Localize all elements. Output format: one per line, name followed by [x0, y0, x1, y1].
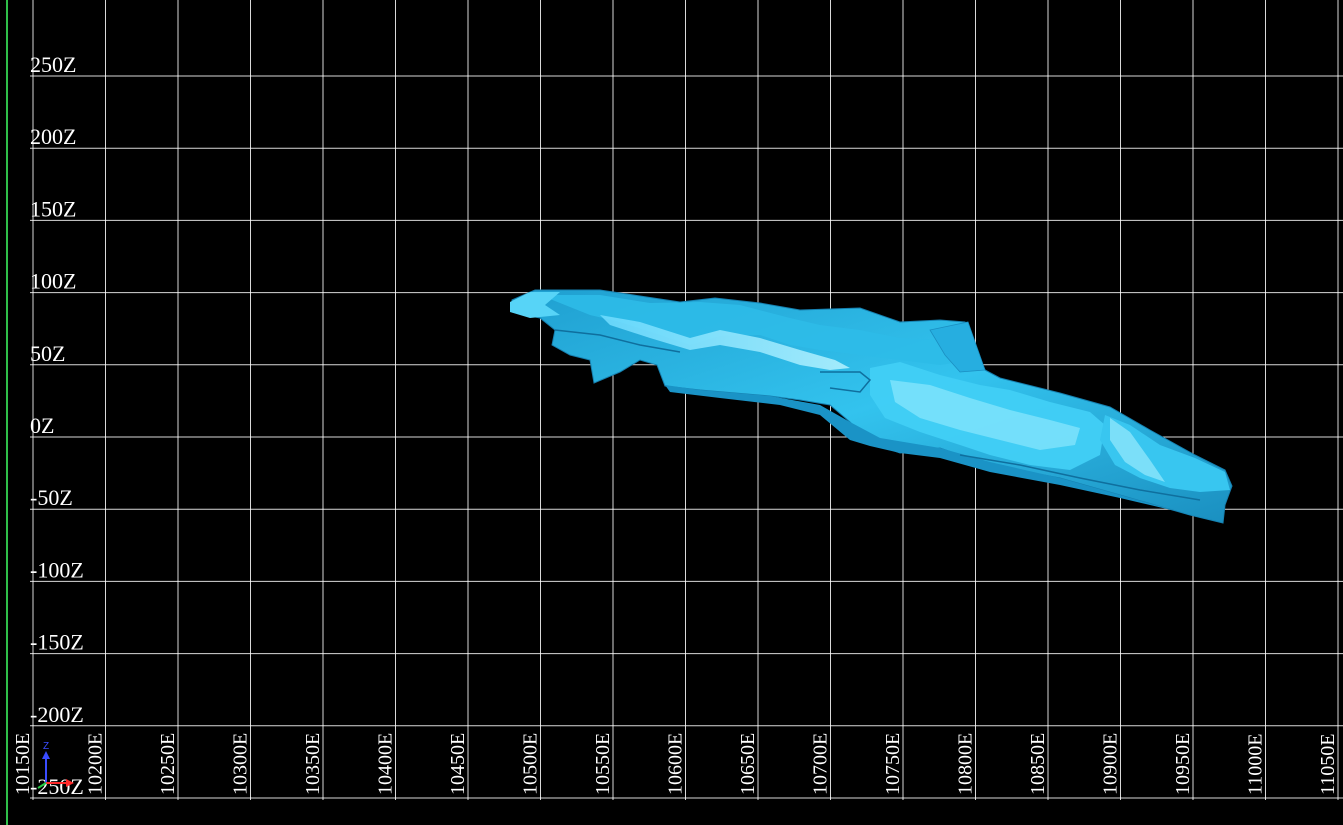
e-axis-label: 11050E — [1317, 734, 1339, 795]
z-axis-label: -50Z — [30, 485, 73, 510]
e-axis-label: 10950E — [1172, 733, 1194, 795]
orebody-seam — [820, 371, 872, 393]
orebody-spike — [929, 321, 986, 373]
e-axis-label: 10150E — [12, 733, 34, 795]
z-arrow-head-icon — [42, 751, 50, 759]
e-axis-label: 10750E — [882, 733, 904, 795]
e-axis-label: 10700E — [810, 733, 832, 795]
z-axis-label: 200Z — [30, 124, 76, 149]
z-axis-label: 250Z — [30, 52, 76, 77]
z-axis-label: -250Z — [30, 774, 84, 799]
e-axis-label: 10850E — [1027, 733, 1049, 795]
z-axis-label: -150Z — [30, 630, 84, 655]
z-axis-label: 0Z — [30, 413, 54, 438]
e-axis-label: 10500E — [520, 733, 542, 795]
z-axis-label: 150Z — [30, 196, 76, 221]
viewport-border — [6, 0, 8, 825]
e-axis-label: 10800E — [955, 733, 977, 795]
orebody-seam — [554, 329, 681, 353]
z-axis-labels: 250Z 200Z 150Z 100Z 50Z 0Z -50Z -100Z -150Z -200Z… — [30, 52, 84, 799]
orebody-bulge-highlight — [890, 380, 1080, 450]
x-arrow-head-icon — [66, 779, 74, 787]
gizmo-z-label: Z — [43, 741, 49, 752]
z-axis-label: 100Z — [30, 269, 76, 294]
e-axis-label: 10600E — [665, 733, 687, 795]
orebody-tail-highlight — [1110, 418, 1165, 482]
e-axis-label: 10300E — [230, 733, 252, 795]
e-axis-label: 10250E — [157, 733, 179, 795]
orientation-gizmo: Z — [37, 741, 74, 789]
e-axis-label: 11000E — [1245, 734, 1267, 795]
orebody-ridge-highlight — [600, 315, 850, 370]
orebody-seam — [959, 454, 1201, 501]
e-axis-label: 10450E — [447, 733, 469, 795]
e-axis-label: 10400E — [375, 733, 397, 795]
e-axis-label: 10350E — [302, 733, 324, 795]
e-axis-label: 10200E — [85, 733, 107, 795]
e-axis-label: 10900E — [1100, 733, 1122, 795]
grid-lines — [30, 0, 1343, 800]
e-axis-label: 10650E — [737, 733, 759, 795]
y-axis-arrow — [37, 782, 47, 789]
e-axis-label: 10550E — [592, 733, 614, 795]
z-axis-label: 50Z — [30, 341, 65, 366]
e-axis-labels: 10150E 10200E 10250E 10300E 10350E 10400E 1045… — [12, 733, 1339, 795]
orebody-lower-skirt — [665, 385, 1223, 523]
z-axis-label: -200Z — [30, 702, 84, 727]
orebody-left-nose — [510, 292, 560, 318]
orebody-right-tail — [1100, 415, 1230, 492]
orebody-upper-facet — [540, 295, 960, 365]
orebody-solid[interactable] — [510, 289, 1233, 524]
z-axis-label: -100Z — [30, 557, 84, 582]
